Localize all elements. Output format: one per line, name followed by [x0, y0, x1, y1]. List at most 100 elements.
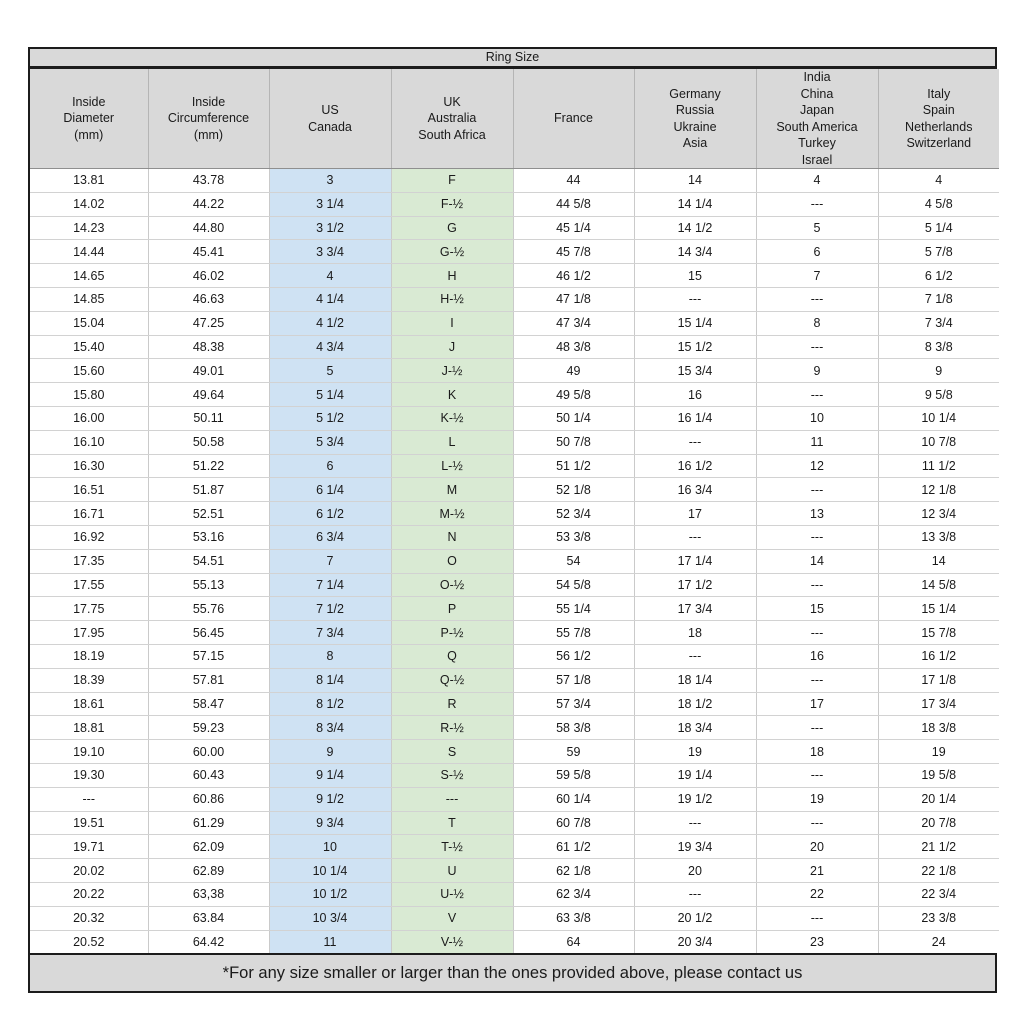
cell-france: 62 1/8: [513, 858, 635, 883]
cell-india-china-japan-south-america-turkey-israel: ---: [756, 811, 879, 836]
cell-inside-diameter: 14.65: [30, 263, 149, 288]
cell-inside-circumference: 57.15: [148, 644, 270, 669]
table-row: 14.23 44.80 3 1/2 G 45 1/4 14 1/2 5 5 1/4: [30, 216, 999, 241]
cell-inside-circumference: 60.00: [148, 739, 270, 764]
cell-italy-spain-netherlands-switzerland: 20 7/8: [878, 811, 999, 836]
table-row: 14.02 44.22 3 1/4 F-½ 44 5/8 14 1/4 --- 4 5/8: [30, 192, 999, 217]
cell-inside-circumference: 49.64: [148, 382, 270, 407]
cell-inside-circumference: 52.51: [148, 501, 270, 526]
cell-us-canada: 4 1/2: [269, 311, 392, 336]
cell-inside-circumference: 50.58: [148, 430, 270, 455]
cell-germany-russia-ukraine-asia: 17 3/4: [634, 596, 757, 622]
cell-us-canada: 7 1/2: [269, 596, 392, 622]
cell-uk-australia-south-africa: S-½: [391, 763, 514, 788]
cell-france: 50 1/4: [513, 406, 635, 431]
cell-germany-russia-ukraine-asia: 14: [634, 168, 757, 193]
cell-germany-russia-ukraine-asia: 15 3/4: [634, 358, 757, 384]
cell-india-china-japan-south-america-turkey-israel: ---: [756, 906, 879, 931]
cell-us-canada: 4 1/4: [269, 287, 392, 312]
cell-india-china-japan-south-america-turkey-israel: 21: [756, 858, 879, 883]
cell-india-china-japan-south-america-turkey-israel: 15: [756, 596, 879, 622]
cell-germany-russia-ukraine-asia: 14 1/4: [634, 192, 757, 217]
cell-inside-diameter: 19.30: [30, 763, 149, 788]
cell-germany-russia-ukraine-asia: 15 1/4: [634, 311, 757, 336]
cell-france: 49 5/8: [513, 382, 635, 407]
cell-inside-circumference: 49.01: [148, 358, 270, 384]
cell-france: 57 3/4: [513, 692, 635, 717]
column-header-us-canada: US Canada: [269, 69, 392, 169]
cell-uk-australia-south-africa: N: [391, 525, 514, 550]
cell-uk-australia-south-africa: G: [391, 216, 514, 241]
cell-uk-australia-south-africa: H-½: [391, 287, 514, 312]
table-row: 20.32 63.84 10 3/4 V 63 3/8 20 1/2 --- 23 3/8: [30, 906, 999, 931]
cell-france: 61 1/2: [513, 834, 635, 860]
cell-france: 45 7/8: [513, 239, 635, 265]
cell-us-canada: 10 1/2: [269, 882, 392, 907]
cell-germany-russia-ukraine-asia: ---: [634, 430, 757, 455]
cell-germany-russia-ukraine-asia: 17 1/2: [634, 573, 757, 598]
cell-inside-diameter: 20.02: [30, 858, 149, 883]
cell-germany-russia-ukraine-asia: 16: [634, 382, 757, 407]
cell-inside-diameter: 16.51: [30, 477, 149, 503]
cell-italy-spain-netherlands-switzerland: 17 3/4: [878, 692, 999, 717]
cell-india-china-japan-south-america-turkey-israel: ---: [756, 287, 879, 312]
cell-india-china-japan-south-america-turkey-israel: ---: [756, 620, 879, 645]
cell-italy-spain-netherlands-switzerland: 22 1/8: [878, 858, 999, 883]
cell-india-china-japan-south-america-turkey-israel: ---: [756, 192, 879, 217]
cell-inside-circumference: 59.23: [148, 715, 270, 741]
cell-india-china-japan-south-america-turkey-israel: ---: [756, 382, 879, 407]
cell-india-china-japan-south-america-turkey-israel: 5: [756, 216, 879, 241]
column-header-inside-diameter: Inside Diameter (mm): [30, 69, 149, 169]
cell-inside-circumference: 62.09: [148, 834, 270, 860]
cell-india-china-japan-south-america-turkey-israel: 6: [756, 239, 879, 265]
table-row: 14.44 45.41 3 3/4 G-½ 45 7/8 14 3/4 6 5 7/8: [30, 239, 999, 265]
cell-inside-circumference: 46.63: [148, 287, 270, 312]
cell-us-canada: 5 1/4: [269, 382, 392, 407]
cell-germany-russia-ukraine-asia: 16 1/4: [634, 406, 757, 431]
cell-italy-spain-netherlands-switzerland: 21 1/2: [878, 834, 999, 860]
table-row: 20.22 63,38 10 1/2 U-½ 62 3/4 --- 22 22 3/4: [30, 882, 999, 907]
cell-india-china-japan-south-america-turkey-israel: 19: [756, 787, 879, 812]
cell-inside-diameter: 16.71: [30, 501, 149, 526]
ring-size-table: Ring Size Inside Diameter (mm) Inside Cir…: [28, 47, 999, 994]
table-row: 20.52 64.42 11 V-½ 64 20 3/4 23 24: [30, 930, 999, 954]
cell-italy-spain-netherlands-switzerland: 10 1/4: [878, 406, 999, 431]
cell-inside-circumference: 55.76: [148, 596, 270, 622]
cell-us-canada: 10: [269, 834, 392, 860]
column-header-france: France: [513, 69, 635, 169]
cell-france: 51 1/2: [513, 454, 635, 479]
cell-india-china-japan-south-america-turkey-israel: 9: [756, 358, 879, 384]
cell-inside-circumference: 55.13: [148, 573, 270, 598]
table-row: 17.35 54.51 7 O 54 17 1/4 14 14: [30, 549, 999, 574]
cell-inside-diameter: 19.71: [30, 834, 149, 860]
cell-us-canada: 9 1/4: [269, 763, 392, 788]
cell-uk-australia-south-africa: L: [391, 430, 514, 455]
footer-note: *For any size smaller or larger than the…: [30, 953, 995, 992]
cell-uk-australia-south-africa: ---: [391, 787, 514, 812]
cell-inside-diameter: 17.35: [30, 549, 149, 574]
cell-uk-australia-south-africa: V-½: [391, 930, 514, 954]
cell-us-canada: 11: [269, 930, 392, 954]
column-header-italy-spain-netherlands-switzerland: Italy Spain Netherlands Switzerland: [878, 69, 999, 169]
cell-italy-spain-netherlands-switzerland: 24: [878, 930, 999, 954]
cell-france: 44 5/8: [513, 192, 635, 217]
cell-inside-diameter: 16.00: [30, 406, 149, 431]
cell-germany-russia-ukraine-asia: 16 1/2: [634, 454, 757, 479]
cell-italy-spain-netherlands-switzerland: 7 3/4: [878, 311, 999, 336]
cell-italy-spain-netherlands-switzerland: 13 3/8: [878, 525, 999, 550]
cell-us-canada: 7: [269, 549, 392, 574]
cell-inside-diameter: 20.32: [30, 906, 149, 931]
cell-inside-diameter: 14.85: [30, 287, 149, 312]
cell-uk-australia-south-africa: P-½: [391, 620, 514, 645]
cell-france: 50 7/8: [513, 430, 635, 455]
cell-inside-diameter: 18.81: [30, 715, 149, 741]
cell-inside-circumference: 62.89: [148, 858, 270, 883]
cell-france: 63 3/8: [513, 906, 635, 931]
cell-italy-spain-netherlands-switzerland: 17 1/8: [878, 668, 999, 693]
cell-inside-diameter: 16.92: [30, 525, 149, 550]
table-row: 16.51 51.87 6 1/4 M 52 1/8 16 3/4 --- 12 1/8: [30, 477, 999, 503]
cell-uk-australia-south-africa: L-½: [391, 454, 514, 479]
cell-uk-australia-south-africa: J-½: [391, 358, 514, 384]
cell-france: 53 3/8: [513, 525, 635, 550]
cell-us-canada: 7 1/4: [269, 573, 392, 598]
